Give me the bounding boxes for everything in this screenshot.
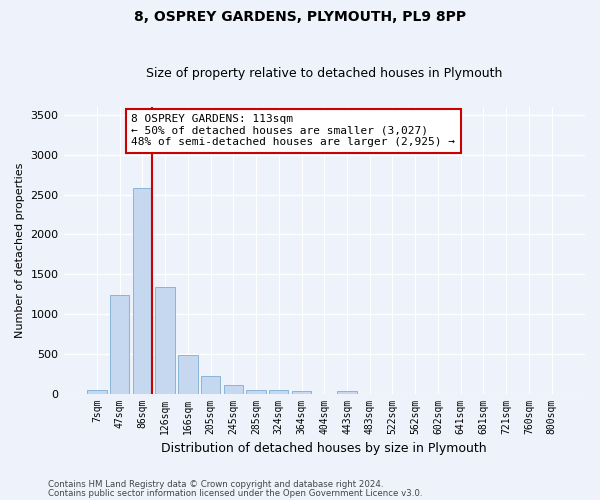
Y-axis label: Number of detached properties: Number of detached properties [15,162,25,338]
Bar [337,391,356,394]
Bar [224,385,243,394]
Bar [292,391,311,394]
Bar [178,354,197,394]
Bar [269,390,289,394]
Text: 8, OSPREY GARDENS, PLYMOUTH, PL9 8PP: 8, OSPREY GARDENS, PLYMOUTH, PL9 8PP [134,10,466,24]
Bar [87,390,107,394]
Bar [201,376,220,394]
Text: Contains HM Land Registry data © Crown copyright and database right 2024.: Contains HM Land Registry data © Crown c… [48,480,383,489]
Bar [155,287,175,394]
X-axis label: Distribution of detached houses by size in Plymouth: Distribution of detached houses by size … [161,442,487,455]
Bar [247,390,266,394]
Bar [133,188,152,394]
Text: 8 OSPREY GARDENS: 113sqm
← 50% of detached houses are smaller (3,027)
48% of sem: 8 OSPREY GARDENS: 113sqm ← 50% of detach… [131,114,455,148]
Text: Contains public sector information licensed under the Open Government Licence v3: Contains public sector information licen… [48,488,422,498]
Title: Size of property relative to detached houses in Plymouth: Size of property relative to detached ho… [146,66,502,80]
Bar [110,295,130,394]
